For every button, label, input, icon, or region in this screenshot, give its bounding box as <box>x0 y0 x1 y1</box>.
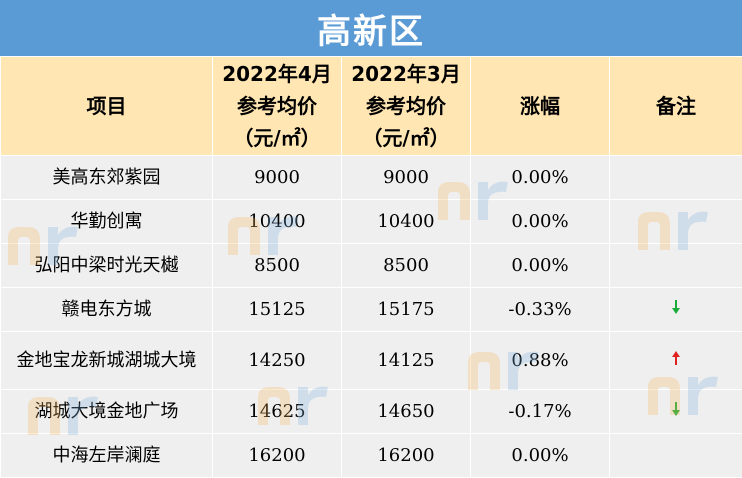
arrow-down-icon <box>671 401 681 417</box>
cell-april-price: 14250 <box>213 332 342 390</box>
cell-change: 0.00% <box>471 244 610 288</box>
cell-march-price: 16200 <box>342 434 471 478</box>
cell-note <box>610 390 742 434</box>
header-march-line1: 2022年3月 <box>342 58 470 90</box>
table-row: 中海左岸澜庭 16200 16200 0.00% <box>1 434 742 478</box>
table-row: 弘阳中梁时光天樾 8500 8500 0.00% <box>1 244 742 288</box>
cell-april-price: 8500 <box>213 244 342 288</box>
header-note: 备注 <box>610 57 742 156</box>
cell-note <box>610 332 742 390</box>
cell-note <box>610 434 742 478</box>
cell-march-price: 8500 <box>342 244 471 288</box>
cell-project-name: 美高东郊紫园 <box>1 156 213 200</box>
header-march-line3: （元/㎡） <box>342 122 470 154</box>
arrow-down-icon <box>671 299 681 315</box>
table-row: 华勤创寓 10400 10400 0.00% <box>1 200 742 244</box>
cell-change: 0.88% <box>471 332 610 390</box>
header-march-price: 2022年3月 参考均价 （元/㎡） <box>342 57 471 156</box>
cell-march-price: 15175 <box>342 288 471 332</box>
table-row: 美高东郊紫园 9000 9000 0.00% <box>1 156 742 200</box>
header-april-line3: （元/㎡） <box>213 122 341 154</box>
cell-change: -0.33% <box>471 288 610 332</box>
header-march-line2: 参考均价 <box>342 90 470 122</box>
header-project: 项目 <box>1 57 213 156</box>
cell-change: -0.17% <box>471 390 610 434</box>
cell-april-price: 15125 <box>213 288 342 332</box>
cell-project-name: 华勤创寓 <box>1 200 213 244</box>
cell-april-price: 10400 <box>213 200 342 244</box>
cell-project-name: 金地宝龙新城湖城大境 <box>1 332 213 390</box>
cell-april-price: 16200 <box>213 434 342 478</box>
cell-project-name: 湖城大境金地广场 <box>1 390 213 434</box>
cell-change: 0.00% <box>471 156 610 200</box>
header-april-line2: 参考均价 <box>213 90 341 122</box>
cell-april-price: 9000 <box>213 156 342 200</box>
table-header-row: 项目 2022年4月 参考均价 （元/㎡） 2022年3月 参考均价 （元/㎡）… <box>1 57 742 156</box>
page-title: 高新区 <box>0 0 742 56</box>
header-april-line1: 2022年4月 <box>213 58 341 90</box>
cell-note <box>610 200 742 244</box>
price-table: 项目 2022年4月 参考均价 （元/㎡） 2022年3月 参考均价 （元/㎡）… <box>0 56 742 478</box>
cell-april-price: 14625 <box>213 390 342 434</box>
cell-change: 0.00% <box>471 434 610 478</box>
header-april-price: 2022年4月 参考均价 （元/㎡） <box>213 57 342 156</box>
cell-note <box>610 244 742 288</box>
cell-note <box>610 156 742 200</box>
cell-project-name: 赣电东方城 <box>1 288 213 332</box>
cell-project-name: 中海左岸澜庭 <box>1 434 213 478</box>
cell-note <box>610 288 742 332</box>
cell-march-price: 14650 <box>342 390 471 434</box>
arrow-up-icon <box>671 350 681 366</box>
cell-march-price: 10400 <box>342 200 471 244</box>
cell-change: 0.00% <box>471 200 610 244</box>
header-change: 涨幅 <box>471 57 610 156</box>
cell-march-price: 14125 <box>342 332 471 390</box>
table-row: 赣电东方城 15125 15175 -0.33% <box>1 288 742 332</box>
table-row: 金地宝龙新城湖城大境 14250 14125 0.88% <box>1 332 742 390</box>
cell-project-name: 弘阳中梁时光天樾 <box>1 244 213 288</box>
cell-march-price: 9000 <box>342 156 471 200</box>
table-row: 湖城大境金地广场 14625 14650 -0.17% <box>1 390 742 434</box>
